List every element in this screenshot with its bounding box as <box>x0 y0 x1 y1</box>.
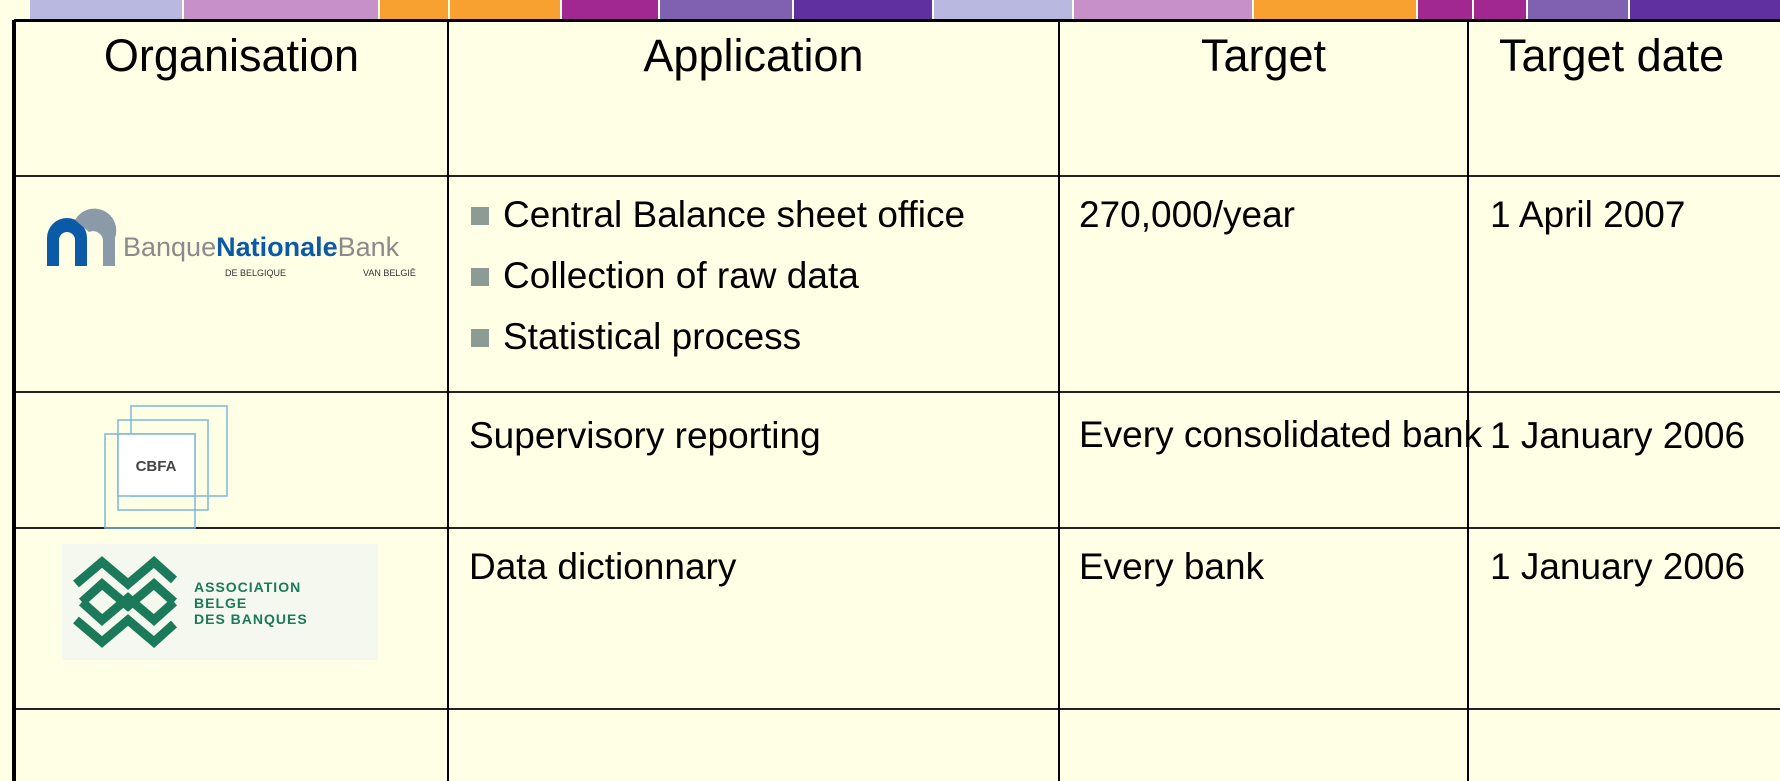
header-cell: Application <box>643 30 864 81</box>
logo-text: CBFA <box>136 458 177 475</box>
logo-text: DES BANQUES <box>194 611 308 627</box>
logo-text: Banque <box>123 232 216 262</box>
date-cell: 1 January 2006 <box>1490 546 1746 587</box>
bnb-logo: BanqueNationaleBank DE BELGIQUE VAN BELG… <box>47 208 416 278</box>
bullet-item: Statistical process <box>471 306 1056 367</box>
header-cell: Target date <box>1499 30 1725 81</box>
logo-text: Nationale <box>216 232 338 262</box>
cbfa-logo: CBFA <box>104 405 228 529</box>
bullet-item: Collection of raw data <box>471 245 1056 306</box>
target-cell: Every consolidated bank <box>1079 414 1483 455</box>
header-cell: Organisation <box>103 30 360 81</box>
header-cell: Target <box>1200 30 1327 81</box>
svg-text:BanqueNationaleBank: BanqueNationaleBank <box>123 232 400 262</box>
application-cell: Supervisory reporting <box>469 415 821 456</box>
logo-text: Bank <box>338 232 400 262</box>
date-cell: 1 April 2007 <box>1490 194 1686 235</box>
abb-logo: ASSOCIATION BELGE DES BANQUES <box>62 544 378 660</box>
bullet-item: Central Balance sheet office <box>471 184 1056 245</box>
logo-text: VAN BELGIË <box>363 268 416 278</box>
target-cell: Every bank <box>1079 546 1265 587</box>
logo-text: BELGE <box>194 595 247 611</box>
date-cell: 1 January 2006 <box>1490 415 1746 456</box>
logo-text: ASSOCIATION <box>194 579 301 595</box>
target-cell: 270,000/year <box>1079 194 1296 235</box>
logo-text: DE BELGIQUE <box>225 268 286 278</box>
application-cell: Data dictionnary <box>469 546 737 587</box>
application-cell: Central Balance sheet office Collection … <box>471 184 1056 367</box>
